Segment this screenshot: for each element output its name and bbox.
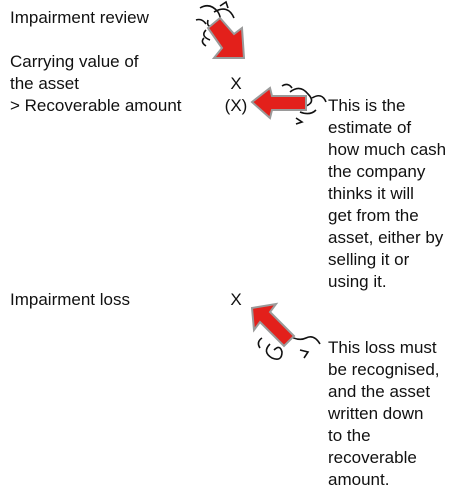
row-label: > Recoverable amount xyxy=(10,96,182,115)
note-line: to the xyxy=(328,426,371,445)
note-line: how much cash xyxy=(328,140,446,159)
note-line: amount. xyxy=(328,470,389,489)
row-amount: X xyxy=(230,290,241,309)
arrow-down-right xyxy=(195,0,246,59)
row-label: Carrying value of xyxy=(10,52,139,71)
note-line: be recognised, xyxy=(328,360,440,379)
arrow-left xyxy=(250,83,327,125)
note-line: the company xyxy=(328,162,426,181)
note-line: and the asset xyxy=(328,382,430,401)
note-line: This loss must xyxy=(328,338,437,357)
note-line: thinks it will xyxy=(328,184,414,203)
title: Impairment review xyxy=(10,8,150,27)
note-line: This is the xyxy=(328,96,405,115)
row-label: Impairment loss xyxy=(10,290,130,309)
arrow-up-left xyxy=(250,302,321,360)
note-line: recoverable xyxy=(328,448,417,467)
note-line: selling it or xyxy=(328,250,410,269)
note-line: using it. xyxy=(328,272,387,291)
note-line: estimate of xyxy=(328,118,411,137)
note-line: get from the xyxy=(328,206,419,225)
row-amount: (X) xyxy=(225,96,248,115)
note-line: asset, either by xyxy=(328,228,444,247)
row-label: the asset xyxy=(10,74,79,93)
note-line: written down xyxy=(327,404,423,423)
row-amount: X xyxy=(230,74,241,93)
